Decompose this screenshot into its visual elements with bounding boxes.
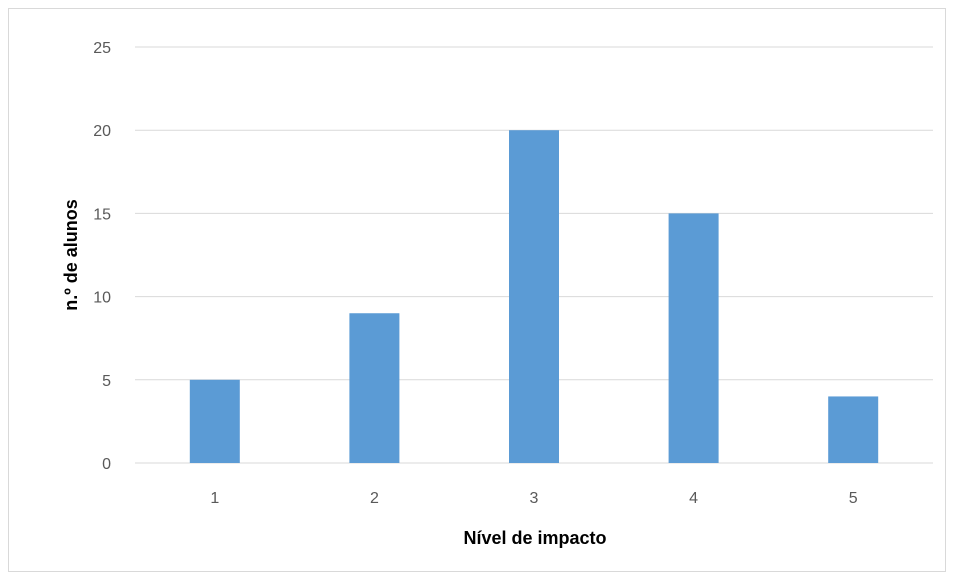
y-axis-title: n.º de alunos: [61, 199, 81, 311]
x-tick-label: 1: [210, 490, 219, 507]
x-tick-label: 3: [530, 490, 539, 507]
bar-5: [828, 396, 879, 463]
chart-frame: [8, 8, 946, 572]
bar-3: [509, 130, 559, 463]
x-tick-labels: 1 2 3 4 5: [210, 490, 857, 507]
y-tick-label: 15: [93, 206, 111, 223]
x-tick-label: 4: [689, 490, 698, 507]
bar-1: [189, 379, 240, 463]
y-tick-label: 0: [102, 456, 111, 473]
y-tick-label: 10: [93, 290, 111, 307]
x-tick-label: 5: [849, 490, 858, 507]
x-axis-title: Nível de impacto: [463, 528, 606, 548]
y-tick-label: 20: [93, 123, 111, 140]
y-tick-label: 25: [93, 40, 111, 57]
y-tick-label: 5: [102, 373, 111, 390]
bar-2: [349, 313, 400, 463]
bar-4: [668, 213, 719, 463]
bars: [189, 130, 879, 463]
y-tick-labels: 0 5 10 15 20 25: [93, 40, 111, 473]
x-tick-label: 2: [370, 490, 379, 507]
